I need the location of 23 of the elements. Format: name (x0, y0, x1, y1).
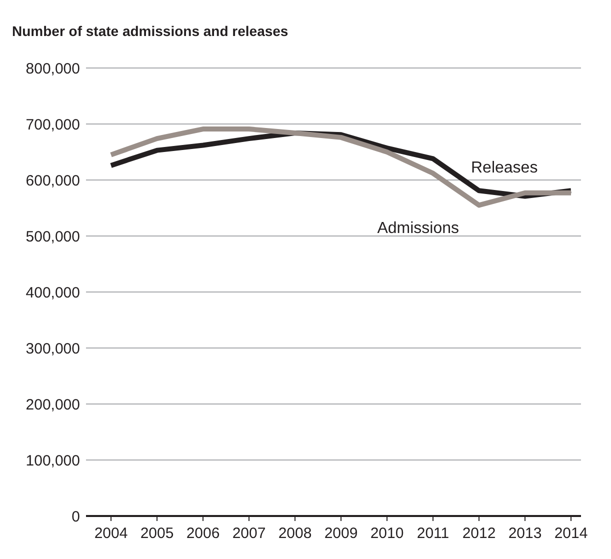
series-label: Admissions (377, 220, 459, 238)
x-tick-label: 2008 (278, 525, 312, 542)
y-tick-label: 300,000 (26, 340, 80, 358)
y-tick-label: 500,000 (26, 228, 80, 246)
y-tick-label: 0 (72, 508, 80, 526)
x-tick-label: 2014 (554, 525, 588, 542)
x-tick-label: 2011 (416, 525, 450, 542)
x-tick-label: 2007 (232, 525, 266, 542)
x-tick-label: 2005 (140, 525, 174, 542)
x-tick-label: 2012 (462, 525, 496, 542)
y-tick-label: 100,000 (26, 452, 80, 470)
y-tick-label: 700,000 (26, 116, 80, 134)
x-tick-label: 2009 (324, 525, 358, 542)
y-tick-label: 200,000 (26, 396, 80, 414)
chart-title: Number of state admissions and releases (12, 23, 288, 39)
x-tick-label: 2006 (186, 525, 220, 542)
x-tick-label: 2013 (508, 525, 542, 542)
y-tick-label: 600,000 (26, 172, 80, 190)
y-tick-label: 400,000 (26, 284, 80, 302)
x-tick-label: 2004 (94, 525, 128, 542)
y-tick-label: 800,000 (26, 60, 80, 78)
series-label: Releases (471, 160, 538, 177)
x-tick-label: 2010 (370, 525, 404, 542)
